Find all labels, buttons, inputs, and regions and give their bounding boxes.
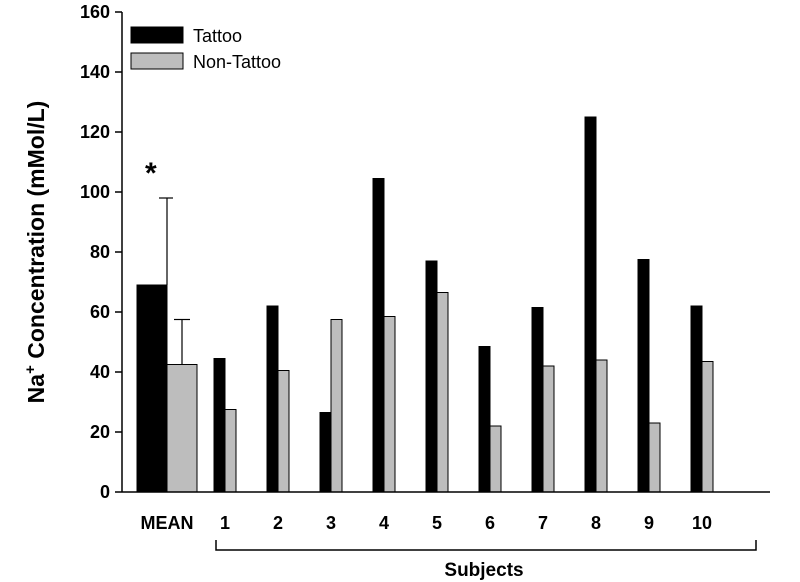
x-tick-label-10: 10 <box>692 513 712 533</box>
y-tick-label-100: 100 <box>80 182 110 202</box>
y-tick-label-160: 160 <box>80 2 110 22</box>
bar-tattoo-6 <box>478 346 491 493</box>
bar-tattoo-3 <box>319 412 332 493</box>
x-tick-label-3: 3 <box>326 513 336 533</box>
y-tick-label-0: 0 <box>100 482 110 502</box>
legend-label-tattoo: Tattoo <box>193 26 242 46</box>
legend-swatch-non-tattoo <box>130 52 184 70</box>
legend-label-non-tattoo: Non-Tattoo <box>193 52 281 72</box>
bar-tattoo-5 <box>425 260 438 493</box>
bar-tattoo-9 <box>637 259 650 493</box>
y-axis-title-main: Na <box>23 374 49 404</box>
bar-non-tattoo-2 <box>277 370 290 493</box>
bar-non-tattoo-6 <box>489 425 502 493</box>
bar-non-tattoo-3 <box>330 319 343 493</box>
x-axis-labels: MEAN 1 2 3 4 5 6 7 8 9 10 <box>141 513 713 533</box>
y-axis-title-rest: Concentration (mMol/L) <box>23 101 49 365</box>
bar-tattoo-1 <box>213 358 226 493</box>
x-tick-label-5: 5 <box>432 513 442 533</box>
bar-non-tattoo-7 <box>542 365 555 493</box>
bar-tattoo-4 <box>372 178 385 493</box>
y-tick-label-40: 40 <box>90 362 110 382</box>
subjects-bracket: Subjects <box>215 540 757 581</box>
bar-non-tattoo-1 <box>224 409 237 493</box>
x-tick-label-7: 7 <box>538 513 548 533</box>
y-tick-label-60: 60 <box>90 302 110 322</box>
y-axis-title: Na+ Concentration (mMol/L) <box>22 101 49 404</box>
bar-tattoo-8 <box>584 116 597 493</box>
bar-non-tattoo-10 <box>701 361 714 493</box>
y-tick-label-140: 140 <box>80 62 110 82</box>
y-axis-title-superscript: + <box>22 365 39 374</box>
legend-swatch-tattoo <box>130 26 184 44</box>
bar-tattoo-10 <box>690 305 703 493</box>
subjects-label: Subjects <box>444 560 523 581</box>
legend: Tattoo Non-Tattoo <box>130 26 281 72</box>
y-tick-label-80: 80 <box>90 242 110 262</box>
bar-non-tattoo-5 <box>436 292 449 493</box>
significance-asterisk: * <box>145 157 157 190</box>
bar-tattoo-2 <box>266 305 279 493</box>
bar-non-tattoo-mean <box>166 364 198 493</box>
y-axis: 0 20 40 60 80 100 120 140 160 <box>80 2 770 502</box>
y-tick-label-20: 20 <box>90 422 110 442</box>
x-tick-label-4: 4 <box>379 513 389 533</box>
bar-non-tattoo-4 <box>383 316 396 493</box>
x-tick-label-9: 9 <box>644 513 654 533</box>
x-tick-label-2: 2 <box>273 513 283 533</box>
bar-tattoo-mean <box>136 284 168 493</box>
bar-non-tattoo-8 <box>595 359 608 493</box>
x-tick-label-6: 6 <box>485 513 495 533</box>
bar-tattoo-7 <box>531 307 544 493</box>
x-tick-label-8: 8 <box>591 513 601 533</box>
y-tick-label-120: 120 <box>80 122 110 142</box>
bars-layer <box>136 116 714 493</box>
bar-non-tattoo-9 <box>648 422 661 493</box>
x-tick-label-1: 1 <box>220 513 230 533</box>
subjects-bracket-line <box>215 540 757 551</box>
x-tick-label-mean: MEAN <box>141 513 194 533</box>
